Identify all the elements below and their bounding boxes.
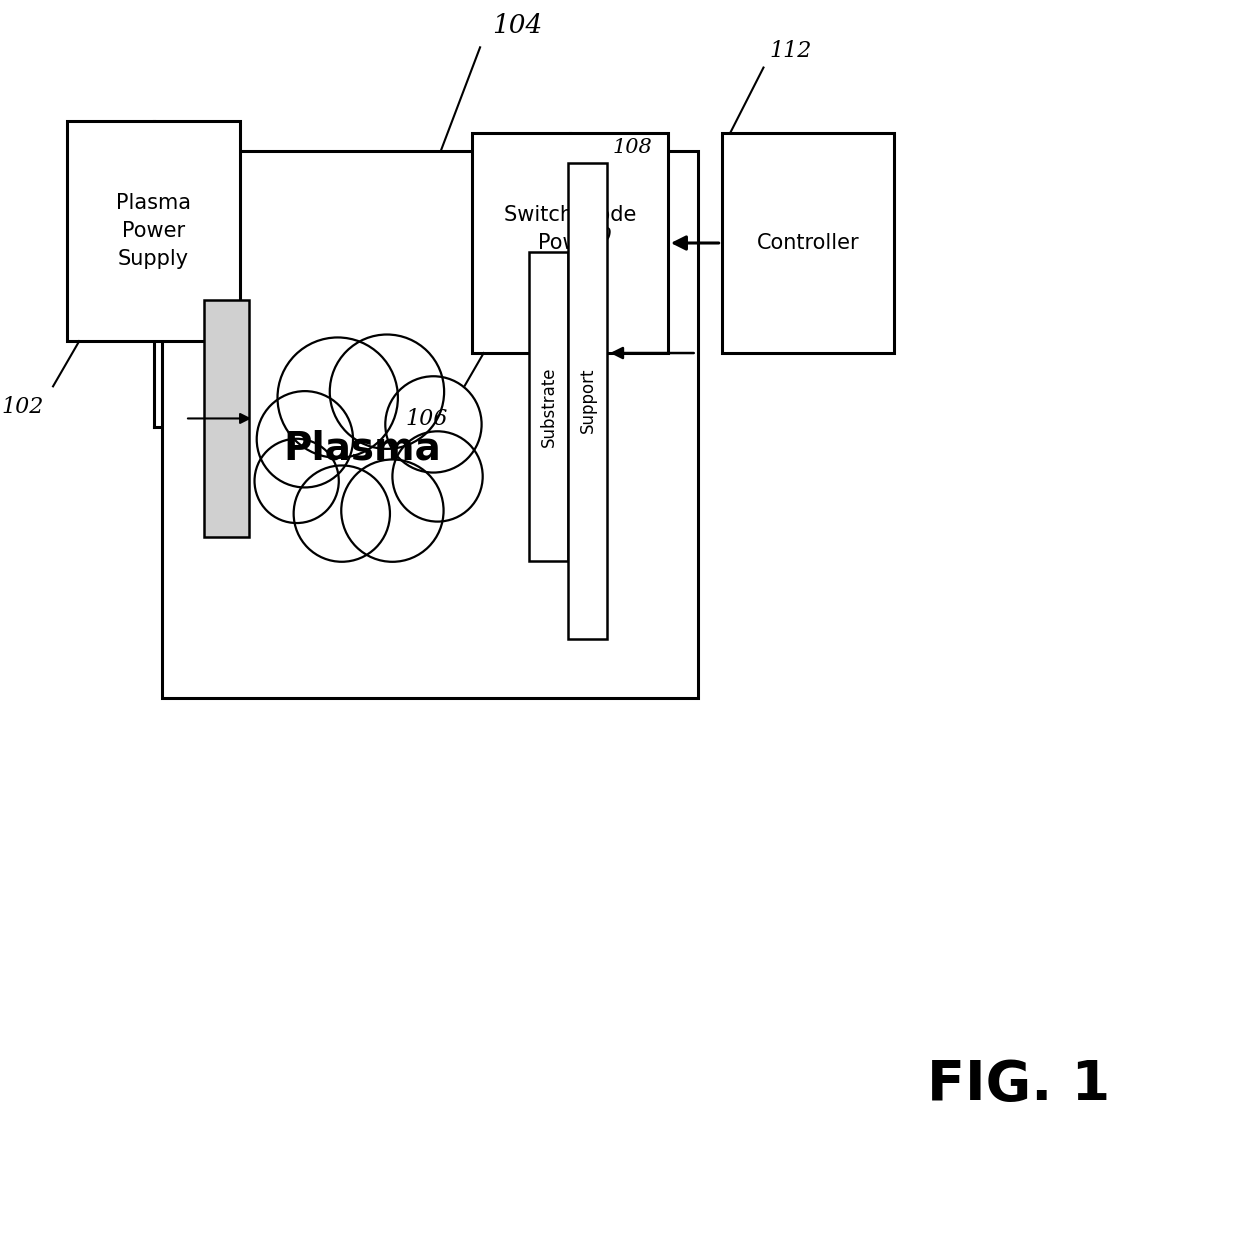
Text: 108: 108 bbox=[613, 138, 652, 157]
Circle shape bbox=[254, 439, 339, 523]
Text: 112: 112 bbox=[770, 39, 812, 62]
Text: Plasma
Power
Supply: Plasma Power Supply bbox=[117, 194, 191, 269]
Bar bbox=[205, 300, 249, 538]
Bar bbox=[67, 121, 239, 342]
Bar bbox=[471, 133, 668, 353]
Text: 104: 104 bbox=[492, 12, 542, 38]
Circle shape bbox=[392, 432, 482, 522]
Circle shape bbox=[257, 391, 353, 487]
Circle shape bbox=[330, 334, 444, 449]
Text: Plasma: Plasma bbox=[284, 429, 441, 467]
Text: 106: 106 bbox=[405, 408, 448, 430]
Bar bbox=[528, 252, 568, 561]
Circle shape bbox=[294, 466, 389, 562]
Text: Substrate: Substrate bbox=[539, 366, 558, 446]
Text: Controller: Controller bbox=[756, 233, 859, 253]
Text: 102: 102 bbox=[1, 396, 43, 418]
Circle shape bbox=[386, 376, 481, 472]
Bar bbox=[722, 133, 894, 353]
Circle shape bbox=[278, 338, 398, 457]
Bar bbox=[568, 163, 608, 639]
Bar bbox=[162, 150, 698, 698]
Text: FIG. 1: FIG. 1 bbox=[928, 1058, 1111, 1112]
Circle shape bbox=[341, 460, 444, 562]
Text: Switch Mode
Power
Supply: Switch Mode Power Supply bbox=[503, 205, 636, 281]
Text: 110: 110 bbox=[573, 227, 613, 245]
Text: Support: Support bbox=[579, 367, 596, 433]
